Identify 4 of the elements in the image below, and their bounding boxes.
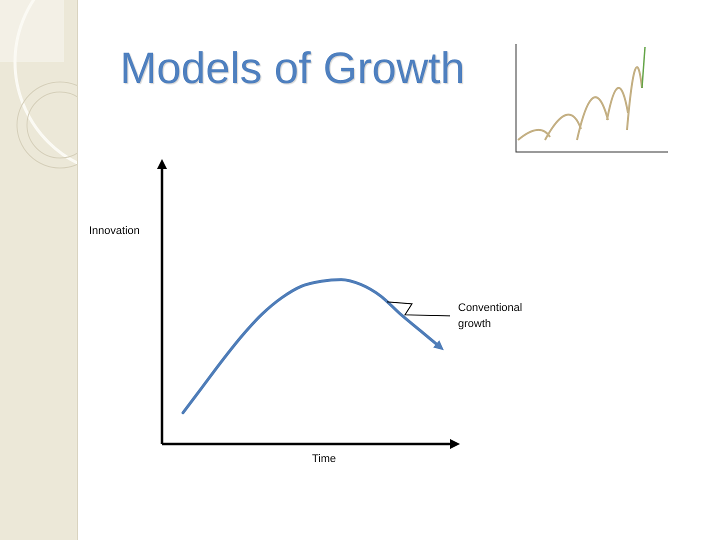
x-axis-title: Time [312, 452, 336, 466]
chart-title: Models of Growth [120, 44, 465, 93]
y-axis-title: Innovation [89, 224, 140, 238]
text: Conventional growth [458, 301, 524, 332]
